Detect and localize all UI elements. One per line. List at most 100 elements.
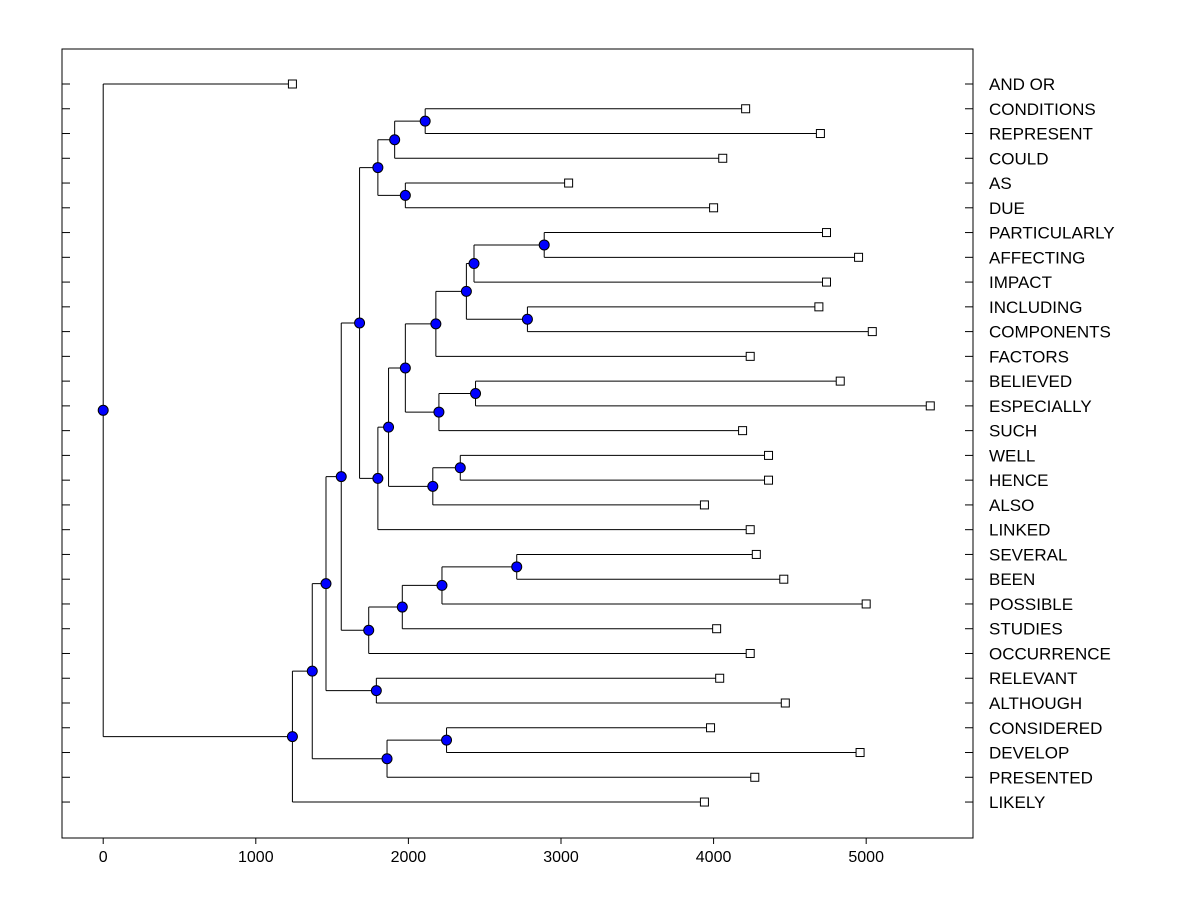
merge-node-n26 <box>381 753 393 765</box>
merge-node-n7 <box>521 313 533 325</box>
leaf-label-due: DUE <box>989 199 1025 218</box>
leaf-marker-although <box>780 698 790 708</box>
leaf-marker-believed <box>835 376 845 386</box>
leaf-marker-several <box>751 549 761 559</box>
leaf-marker-presented <box>750 772 760 782</box>
leaf-label-particularly: PARTICULARLY <box>989 224 1115 243</box>
x-tick-label-5000: 5000 <box>848 849 884 866</box>
merge-node-n29 <box>97 404 109 416</box>
leaf-markers <box>287 79 935 807</box>
leaf-label-relevant: RELEVANT <box>989 669 1078 688</box>
merge-node-n18 <box>511 561 523 573</box>
leaf-labels: AND OR CONDITIONS REPRESENT COULD AS DUE PARTI… <box>989 75 1115 812</box>
x-axis: 0 1000 2000 3000 4000 5000 <box>99 838 884 866</box>
dendrogram-branches <box>102 83 931 803</box>
merge-node-n11 <box>433 406 445 418</box>
leaf-label-hence: HENCE <box>989 471 1049 490</box>
leaf-label-factors: FACTORS <box>989 347 1069 366</box>
leaf-label-likely: LIKELY <box>989 793 1045 812</box>
merge-node-n2 <box>389 134 401 146</box>
leaf-label-several: SEVERAL <box>989 545 1067 564</box>
x-tick-label-0: 0 <box>99 849 108 866</box>
leaf-label-considered: CONSIDERED <box>989 719 1102 738</box>
y-axis-ticks <box>62 83 973 803</box>
leaf-marker-possible <box>861 599 871 609</box>
merge-node-n12 <box>399 362 411 374</box>
merge-node-n8 <box>460 285 472 297</box>
leaf-marker-particularly <box>822 228 832 238</box>
merge-node-n6 <box>468 258 480 270</box>
x-tick-label-1000: 1000 <box>238 849 274 866</box>
merge-node-n1 <box>419 115 431 127</box>
merge-node-n17 <box>354 317 366 329</box>
x-tick-label-3000: 3000 <box>543 849 579 866</box>
merge-node-n3 <box>399 189 411 201</box>
leaf-marker-conditions <box>741 104 751 114</box>
leaf-label-and-or: AND OR <box>989 75 1055 94</box>
merge-node-n14 <box>427 480 439 492</box>
merge-node-n9 <box>430 318 442 330</box>
merge-node-n19 <box>436 579 448 591</box>
leaf-marker-especially <box>925 401 935 411</box>
leaf-label-could: COULD <box>989 149 1049 168</box>
merge-node-n5 <box>538 239 550 251</box>
leaf-marker-due <box>709 203 719 213</box>
leaf-marker-been <box>779 574 789 584</box>
leaf-label-been: BEEN <box>989 570 1035 589</box>
leaf-marker-develop <box>855 748 865 758</box>
leaf-label-well: WELL <box>989 446 1035 465</box>
leaf-marker-affecting <box>854 252 864 262</box>
leaf-marker-as <box>564 178 574 188</box>
leaf-marker-including <box>814 302 824 312</box>
merge-node-n28 <box>286 731 298 743</box>
leaf-label-including: INCLUDING <box>989 298 1083 317</box>
leaf-label-presented: PRESENTED <box>989 768 1093 787</box>
merge-node-n4 <box>372 162 384 174</box>
leaf-label-such: SUCH <box>989 422 1037 441</box>
leaf-label-conditions: CONDITIONS <box>989 100 1096 119</box>
merge-node-n23 <box>370 685 382 697</box>
leaf-marker-also <box>699 500 709 510</box>
leaf-marker-considered <box>706 723 716 733</box>
leaf-label-impact: IMPACT <box>989 273 1052 292</box>
merge-nodes <box>97 115 550 765</box>
leaf-label-studies: STUDIES <box>989 620 1063 639</box>
merge-node-n22 <box>335 471 347 483</box>
leaf-marker-occurrence <box>745 648 755 658</box>
leaf-marker-impact <box>822 277 832 287</box>
leaf-label-develop: DEVELOP <box>989 744 1069 763</box>
leaf-marker-represent <box>815 129 825 139</box>
merge-node-n27 <box>306 665 318 677</box>
leaf-marker-components <box>867 327 877 337</box>
merge-node-n21 <box>363 624 375 636</box>
leaf-marker-such <box>738 426 748 436</box>
merge-node-n13 <box>454 462 466 474</box>
x-tick-label-2000: 2000 <box>391 849 427 866</box>
leaf-label-as: AS <box>989 174 1012 193</box>
leaf-label-believed: BELIEVED <box>989 372 1072 391</box>
leaf-label-components: COMPONENTS <box>989 323 1111 342</box>
leaf-marker-linked <box>745 525 755 535</box>
leaf-marker-could <box>718 153 728 163</box>
leaf-label-possible: POSSIBLE <box>989 595 1073 614</box>
plot-frame <box>61 48 974 839</box>
leaf-label-occurrence: OCCURRENCE <box>989 644 1111 663</box>
leaf-label-also: ALSO <box>989 496 1034 515</box>
merge-node-n15 <box>383 421 395 433</box>
leaf-label-represent: REPRESENT <box>989 125 1093 144</box>
x-tick-label-4000: 4000 <box>696 849 732 866</box>
leaf-marker-hence <box>764 475 774 485</box>
merge-node-n20 <box>396 601 408 613</box>
merge-node-n10 <box>470 388 482 399</box>
merge-node-n16 <box>372 472 384 484</box>
leaf-marker-well <box>764 450 774 460</box>
merge-node-n25 <box>441 734 453 746</box>
leaf-marker-factors <box>745 351 755 361</box>
leaf-marker-studies <box>712 624 722 634</box>
leaf-label-linked: LINKED <box>989 521 1050 540</box>
leaf-label-affecting: AFFECTING <box>989 248 1085 267</box>
leaf-marker-likely <box>699 797 709 807</box>
leaf-marker-relevant <box>715 673 725 683</box>
